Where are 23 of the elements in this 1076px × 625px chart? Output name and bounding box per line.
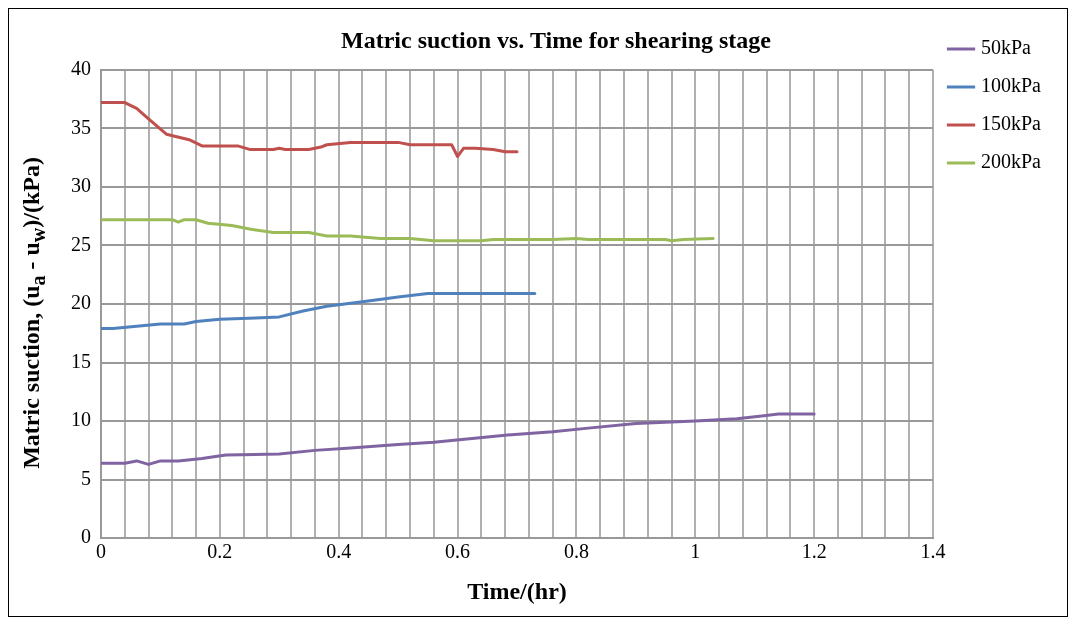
x-tick-label: 1.4 [920,540,946,563]
y-tick-label: 5 [81,466,91,489]
x-tick-label: 0.4 [326,540,352,563]
x-axis-title: Time/(hr) [467,577,567,604]
y-tick-label: 15 [71,349,91,372]
legend-label: 200kPa [981,150,1042,173]
x-tick-label: 0.6 [445,540,471,563]
x-tick-label: 0.8 [563,540,589,563]
legend-label: 100kPa [981,74,1042,97]
x-tick-label: 0.2 [207,540,233,563]
y-tick-label: 25 [71,232,91,255]
y-tick-label: 0 [81,525,91,548]
chart-title: Matric suction vs. Time for shearing stage [341,26,772,53]
x-tick-label: 0 [96,540,106,563]
x-tick-label: 1 [690,540,701,563]
y-tick-label: 20 [71,291,91,314]
legend-label: 50kPa [981,36,1032,59]
y-tick-label: 40 [71,57,91,80]
x-tick-label: 1.2 [801,540,827,563]
y-tick-label: 30 [71,174,91,197]
legend-label: 150kPa [981,112,1042,135]
y-tick-label: 10 [71,408,91,431]
y-tick-label: 35 [71,115,91,138]
